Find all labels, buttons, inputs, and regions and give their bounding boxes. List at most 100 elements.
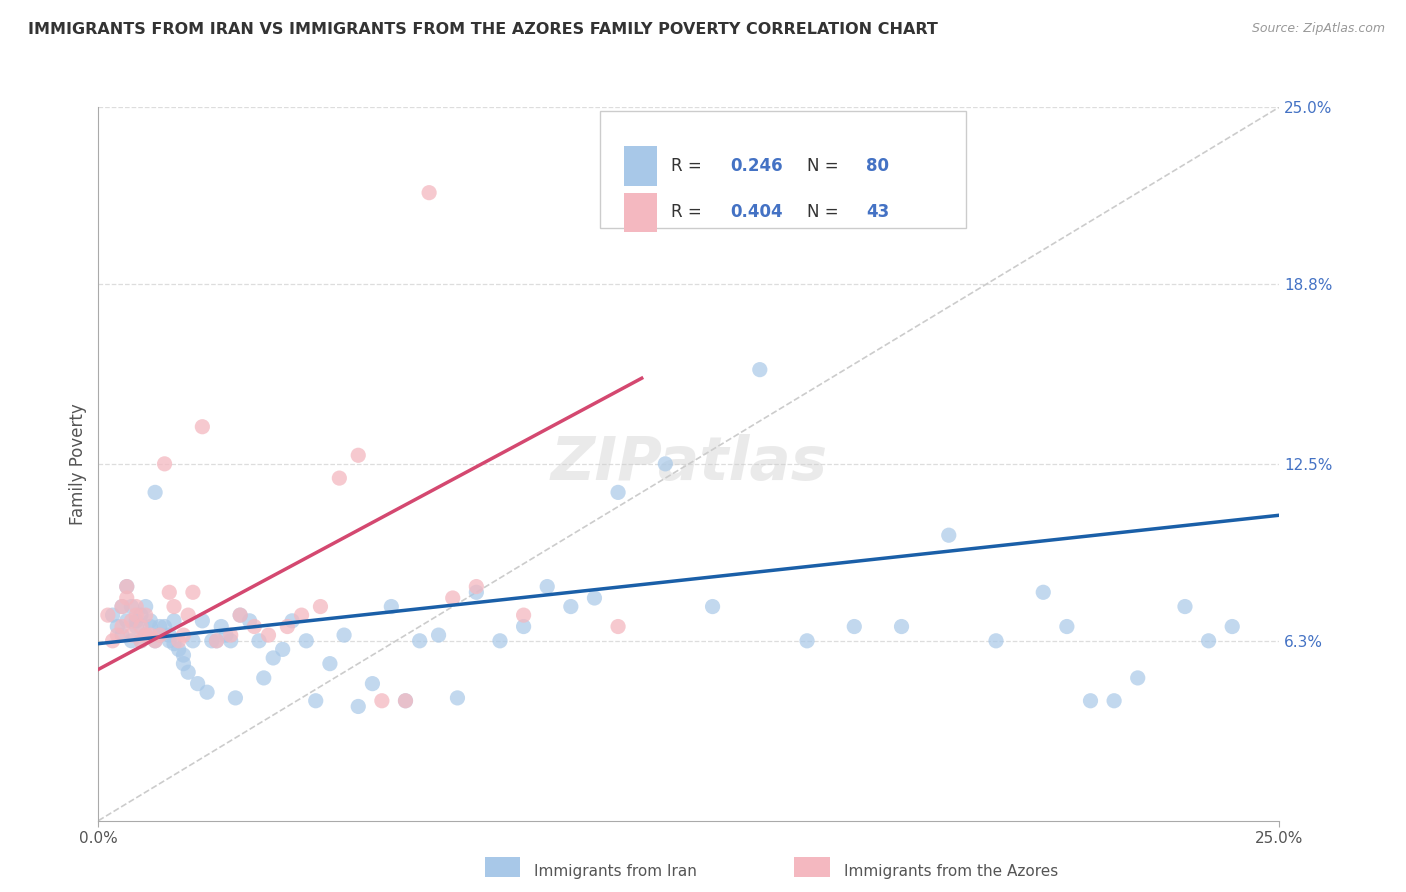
Point <box>181 633 204 648</box>
Point <box>139 619 162 633</box>
Point <box>465 580 488 594</box>
Point <box>347 448 370 462</box>
Point <box>157 585 180 599</box>
FancyBboxPatch shape <box>600 111 966 228</box>
Point <box>938 528 960 542</box>
Text: ZIPatlas: ZIPatlas <box>550 434 828 493</box>
Point <box>129 633 152 648</box>
Text: 43: 43 <box>866 203 890 221</box>
Point <box>121 614 143 628</box>
Point <box>239 614 262 628</box>
Point <box>172 628 194 642</box>
Point <box>135 599 157 614</box>
Point <box>129 633 152 648</box>
Point <box>607 485 630 500</box>
Point <box>181 585 204 599</box>
Point <box>394 694 416 708</box>
Point <box>309 599 332 614</box>
Text: R =: R = <box>671 203 707 221</box>
Point <box>115 580 138 594</box>
Point <box>97 608 120 623</box>
Point <box>262 651 284 665</box>
Point <box>281 614 304 628</box>
Point <box>219 628 242 642</box>
Point <box>177 665 200 680</box>
Point <box>607 619 630 633</box>
Text: Immigrants from the Azores: Immigrants from the Azores <box>844 863 1057 879</box>
Point <box>111 599 134 614</box>
Point <box>361 676 384 690</box>
Text: 80: 80 <box>866 157 889 175</box>
Point <box>333 628 356 642</box>
Point <box>796 633 818 648</box>
Point <box>201 633 224 648</box>
Point <box>143 633 166 648</box>
Text: N =: N = <box>807 203 844 221</box>
Text: 0.246: 0.246 <box>730 157 783 175</box>
Point <box>125 619 148 633</box>
Point <box>177 608 200 623</box>
Point <box>149 628 172 642</box>
Point <box>489 633 512 648</box>
Point <box>371 694 394 708</box>
Point <box>446 690 468 705</box>
Point <box>229 608 252 623</box>
Point <box>215 628 238 642</box>
Point <box>1056 619 1078 633</box>
Point <box>654 457 676 471</box>
Point <box>195 685 218 699</box>
Point <box>243 619 266 633</box>
Point <box>115 591 138 605</box>
Point <box>129 619 152 633</box>
Point <box>512 608 534 623</box>
Point <box>1126 671 1149 685</box>
Point <box>135 628 157 642</box>
Point <box>135 608 157 623</box>
Point <box>465 585 488 599</box>
Point <box>247 633 270 648</box>
Point <box>305 694 328 708</box>
Point <box>143 485 166 500</box>
Text: R =: R = <box>671 157 707 175</box>
Point <box>844 619 866 633</box>
Point <box>290 608 312 623</box>
Point <box>319 657 342 671</box>
Point <box>536 580 558 594</box>
Point <box>167 633 190 648</box>
Point <box>380 599 402 614</box>
Point <box>157 628 180 642</box>
Point <box>1080 694 1102 708</box>
Point <box>583 591 606 605</box>
Text: Immigrants from Iran: Immigrants from Iran <box>534 863 697 879</box>
Point <box>394 694 416 708</box>
Point <box>427 628 450 642</box>
Point <box>157 633 180 648</box>
Point <box>748 362 770 376</box>
Point <box>408 633 430 648</box>
Bar <box>624 146 657 186</box>
Point <box>276 619 298 633</box>
Point <box>111 619 134 633</box>
Point <box>139 614 162 628</box>
Point <box>105 628 128 642</box>
Point <box>153 619 176 633</box>
Point <box>187 676 209 690</box>
Point <box>172 657 194 671</box>
Point <box>257 628 280 642</box>
Text: Source: ZipAtlas.com: Source: ZipAtlas.com <box>1251 22 1385 36</box>
Point <box>1102 694 1125 708</box>
Text: N =: N = <box>807 157 844 175</box>
Point <box>205 633 228 648</box>
Point <box>172 648 194 662</box>
Point <box>163 614 186 628</box>
Text: 0.404: 0.404 <box>730 203 783 221</box>
Point <box>101 633 124 648</box>
Point <box>121 633 143 648</box>
Point <box>149 619 172 633</box>
Point <box>139 628 162 642</box>
Point <box>224 690 246 705</box>
Point <box>121 628 143 642</box>
Point <box>560 599 582 614</box>
Point <box>229 608 252 623</box>
Point <box>219 633 242 648</box>
